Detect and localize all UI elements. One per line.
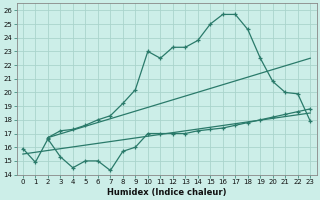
X-axis label: Humidex (Indice chaleur): Humidex (Indice chaleur) (107, 188, 226, 197)
